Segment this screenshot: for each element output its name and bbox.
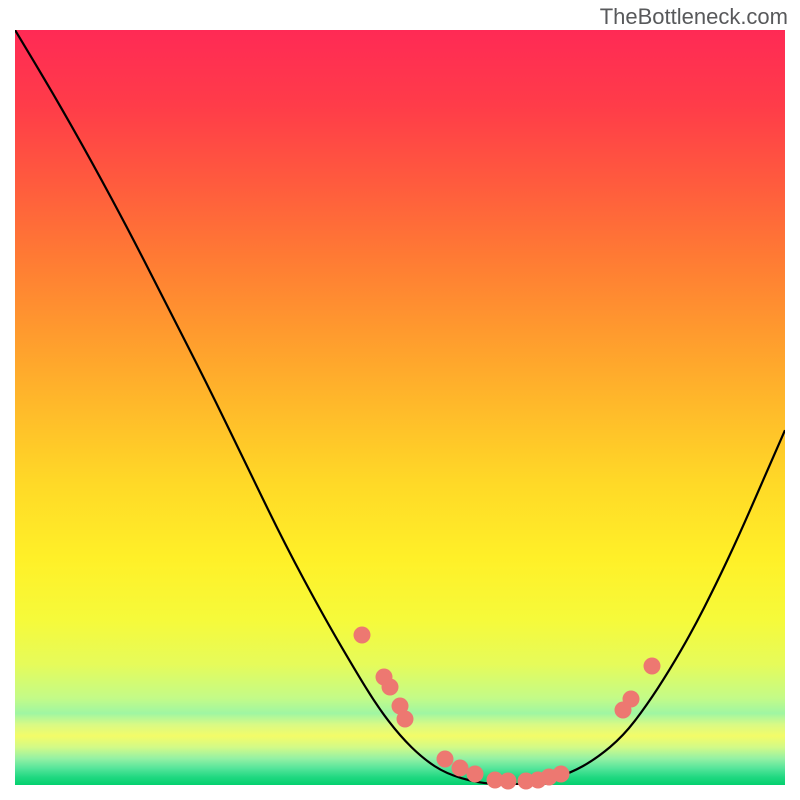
- data-marker: [552, 765, 569, 782]
- data-marker: [353, 626, 370, 643]
- data-marker: [643, 658, 660, 675]
- data-marker: [467, 766, 484, 783]
- data-marker: [499, 773, 516, 790]
- data-marker: [623, 690, 640, 707]
- bottleneck-curve: [15, 30, 785, 785]
- data-marker: [381, 678, 398, 695]
- data-marker: [397, 710, 414, 727]
- watermark-text: TheBottleneck.com: [600, 4, 788, 30]
